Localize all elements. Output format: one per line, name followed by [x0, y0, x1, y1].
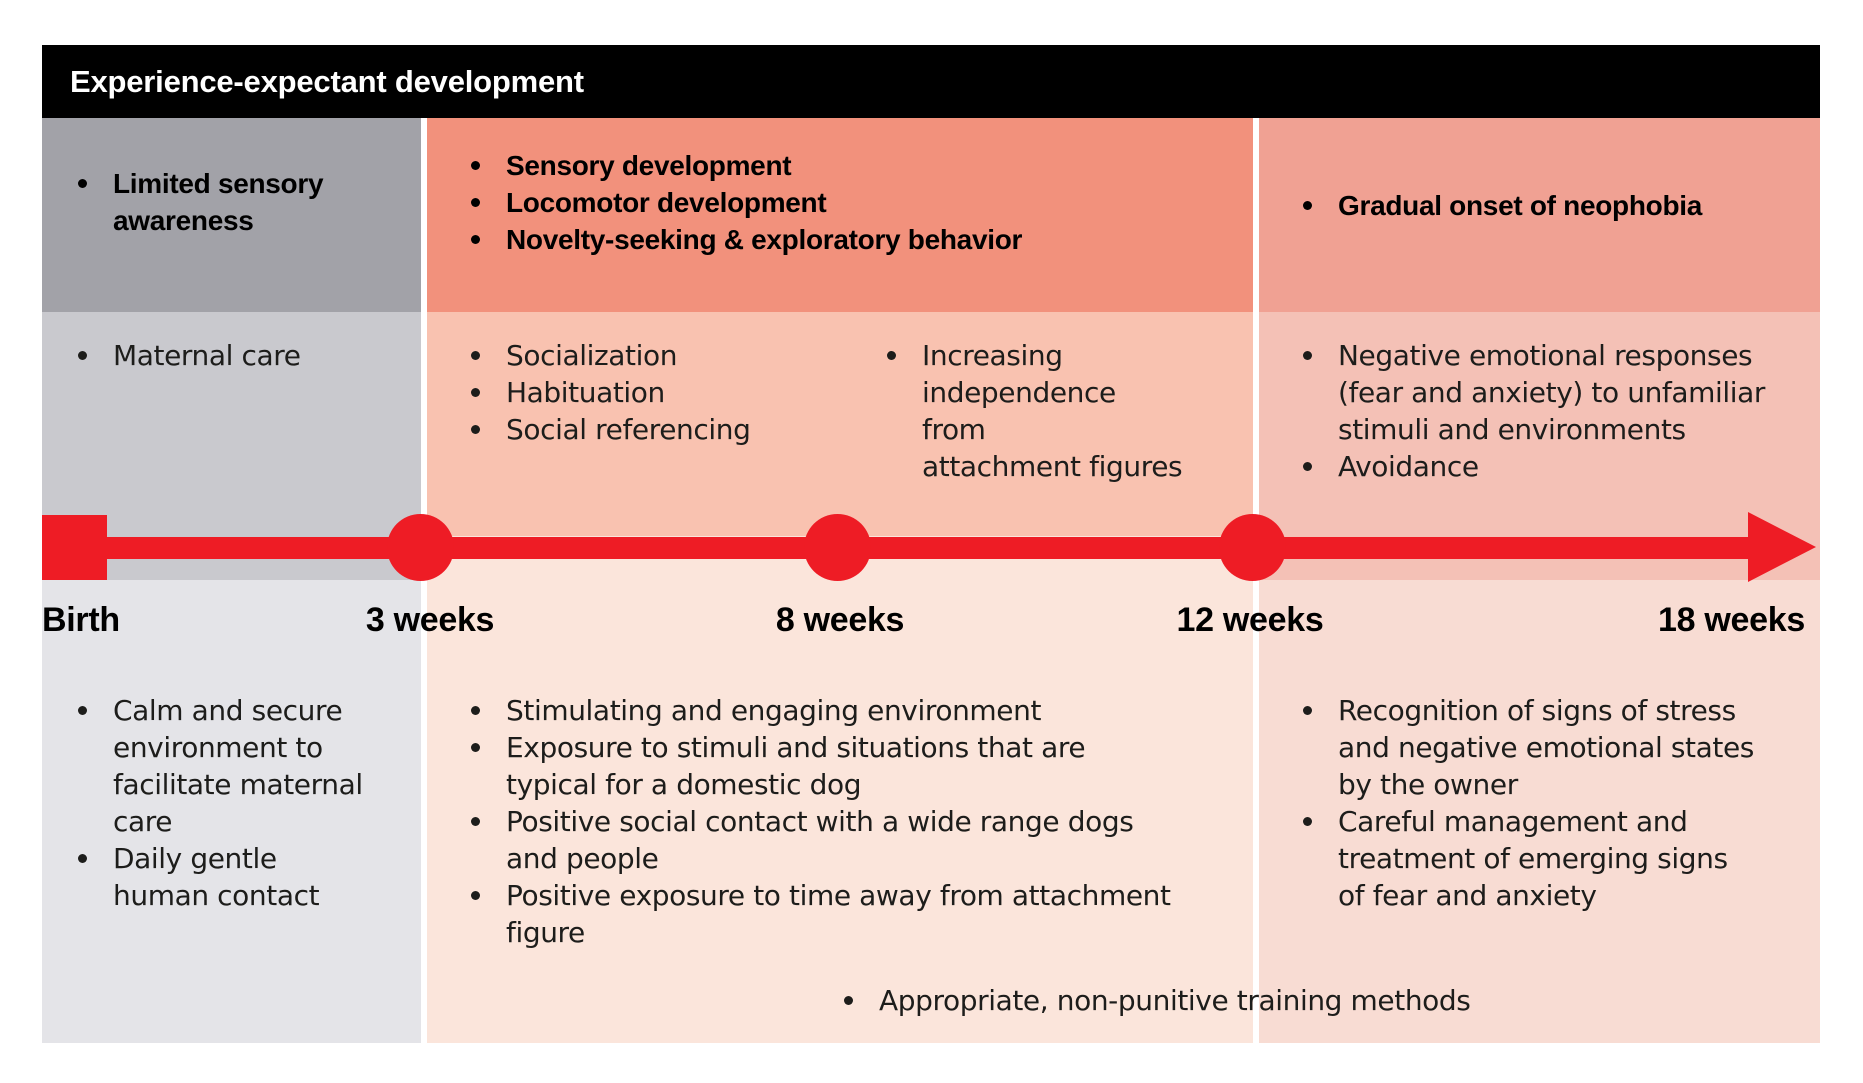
timeline-marker-8weeks [804, 514, 871, 581]
bullet-icon [471, 197, 480, 207]
bullet-icon [471, 351, 480, 360]
timeline-label-3weeks: 3 weeks [365, 601, 495, 639]
list-item: Daily gentle human contact [78, 840, 407, 914]
col2-middle-right-list: Increasing independence from attachment … [887, 337, 1187, 536]
list-item: Positive exposure to time away from atta… [471, 877, 1239, 951]
header-bar: Experience-expectant development [42, 45, 1820, 118]
bullet-icon [1303, 200, 1312, 210]
timeline-label-8weeks: 8 weeks [775, 601, 905, 639]
bullet-icon [78, 706, 87, 715]
col2-bottom-block: Stimulating and engaging environment Exp… [427, 536, 1253, 1043]
bullet-icon [471, 425, 480, 434]
timeline-marker-12weeks [1219, 514, 1286, 581]
timeline-axis [42, 537, 1752, 559]
bullet-icon [887, 351, 896, 360]
list-item: Novelty-seeking & exploratory behavior [471, 221, 1239, 258]
list-item: Calm and secure environment to facilitat… [78, 692, 407, 840]
col3-top-block: Gradual onset of neophobia [1259, 118, 1820, 312]
footer-list-item: Appropriate, non-punitive training metho… [844, 982, 1471, 1019]
bullet-icon [471, 160, 480, 170]
bullet-icon [1303, 462, 1312, 471]
bullet-icon [471, 817, 480, 826]
bullet-icon [78, 179, 87, 188]
col3-middle-block: Negative emotional responses (fear and a… [1259, 312, 1820, 580]
list-item: Locomotor development [471, 184, 1239, 221]
bullet-icon [471, 234, 480, 244]
col1-bottom-block: Calm and secure environment to facilitat… [42, 580, 421, 1043]
col1-top-block: Limited sensory awareness [42, 118, 421, 312]
header-title: Experience-expectant development [70, 63, 584, 99]
list-item: Sensory development [471, 147, 1239, 184]
bullet-icon [471, 706, 480, 715]
bullet-icon [471, 743, 480, 752]
list-item: Socialization [471, 337, 887, 374]
bullet-icon [1303, 351, 1312, 360]
list-item: Recognition of signs of stress and negat… [1303, 692, 1806, 803]
timeline-arrowhead-icon [1748, 512, 1816, 582]
list-item: Negative emotional responses (fear and a… [1303, 337, 1806, 448]
timeline-marker-3weeks [387, 514, 454, 581]
bullet-icon [78, 351, 87, 360]
timeline-label-birth: Birth [42, 601, 120, 639]
list-item: Increasing independence from attachment … [887, 337, 1187, 485]
bullet-icon [1303, 706, 1312, 715]
timeline-start-marker [42, 515, 107, 580]
col2-top-block: Sensory development Locomotor developmen… [427, 118, 1253, 312]
timeline-label-18weeks: 18 weeks [1658, 601, 1805, 639]
list-item: Habituation [471, 374, 887, 411]
col3-bottom-block: Recognition of signs of stress and negat… [1259, 580, 1820, 1043]
bullet-icon [471, 891, 480, 900]
list-item: Avoidance [1303, 448, 1806, 485]
column-3-12weeks: Sensory development Locomotor developmen… [427, 118, 1253, 1043]
list-item: Exposure to stimuli and situations that … [471, 729, 1239, 803]
col2-middle-block: Socialization Habituation Social referen… [427, 312, 1253, 536]
column-12-18weeks: Gradual onset of neophobia Negative emot… [1259, 118, 1820, 1043]
list-item: Positive social contact with a wide rang… [471, 803, 1239, 877]
list-item: Stimulating and engaging environment [471, 692, 1239, 729]
col2-middle-left-list: Socialization Habituation Social referen… [471, 337, 887, 536]
list-item: Limited sensory awareness [78, 165, 407, 239]
list-item: Gradual onset of neophobia [1303, 187, 1806, 224]
bullet-icon [844, 996, 853, 1005]
bullet-icon [471, 388, 480, 397]
list-item: Maternal care [78, 337, 407, 374]
timeline-label-12weeks: 12 weeks [1176, 601, 1324, 639]
list-item: Careful management and treatment of emer… [1303, 803, 1806, 914]
list-item: Social referencing [471, 411, 887, 448]
column-birth-3weeks: Limited sensory awareness Maternal care … [42, 118, 421, 1043]
bullet-icon [78, 854, 87, 863]
bullet-icon [1303, 817, 1312, 826]
